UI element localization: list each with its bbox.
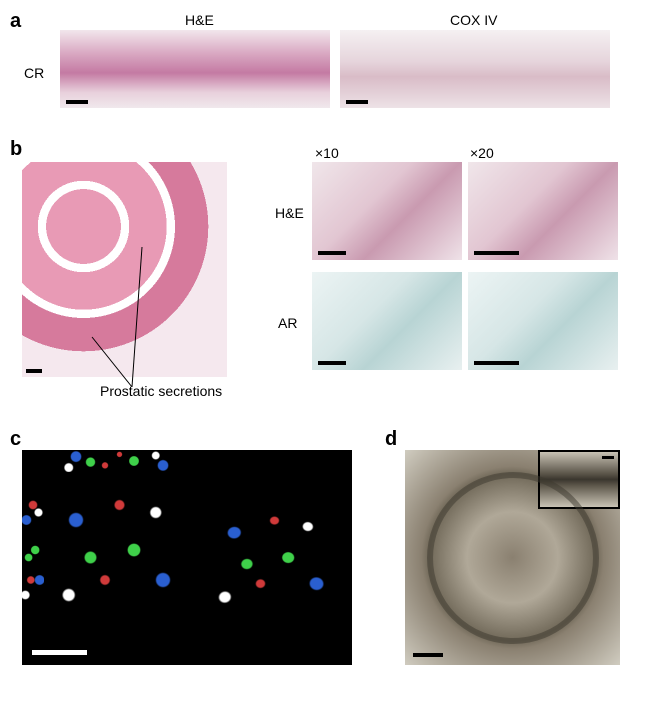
- scale-bar: [66, 100, 88, 104]
- panel-c-3d-view: [202, 497, 347, 625]
- panel-d-inset: [538, 450, 620, 509]
- panel-b-he-20x: [468, 162, 618, 260]
- panel-a-label: a: [10, 10, 21, 33]
- scale-bar: [346, 100, 368, 104]
- panel-c-xz-view: [47, 450, 192, 472]
- panel-d-image: [405, 450, 620, 665]
- panel-a-col2-label: COX IV: [450, 12, 497, 28]
- scale-bar: [318, 361, 346, 365]
- panel-c-xy-view: [47, 475, 192, 625]
- scale-bar: [413, 653, 443, 657]
- panel-c-container: [22, 450, 352, 665]
- panel-b-label: b: [10, 138, 22, 161]
- panel-d-label: d: [385, 428, 397, 451]
- scale-bar: [26, 369, 42, 373]
- panel-b-ar-10x: [312, 272, 462, 370]
- panel-b-row-he: H&E: [275, 205, 304, 221]
- panel-b-ar-20x: [468, 272, 618, 370]
- panel-c-yz-view: [22, 475, 44, 625]
- panel-b-annotation: Prostatic secretions: [100, 383, 222, 399]
- scale-bar: [32, 650, 87, 655]
- panel-a-col1-label: H&E: [185, 12, 214, 28]
- panel-a-row-label: CR: [24, 65, 44, 81]
- panel-a-image-coxiv: [340, 30, 610, 108]
- panel-b-mag-20: ×20: [470, 145, 494, 161]
- scale-bar: [602, 456, 614, 459]
- scale-bar: [474, 251, 519, 255]
- scale-bar: [474, 361, 519, 365]
- scale-bar: [318, 251, 346, 255]
- panel-b-overview-image: [22, 162, 227, 377]
- panel-c-label: c: [10, 428, 21, 451]
- panel-a-image-he: [60, 30, 330, 108]
- panel-b-he-10x: [312, 162, 462, 260]
- panel-b-row-ar: AR: [278, 315, 297, 331]
- panel-b-mag-10: ×10: [315, 145, 339, 161]
